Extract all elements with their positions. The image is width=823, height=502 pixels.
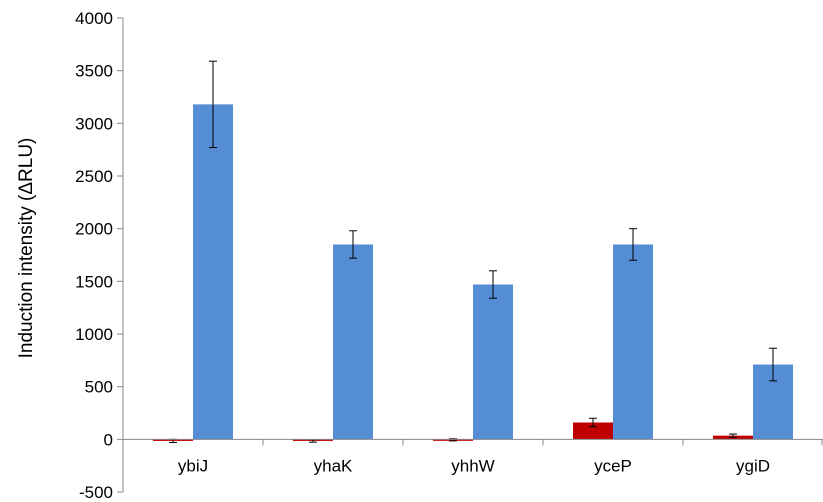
- y-tick-label: 1500: [75, 272, 113, 291]
- y-tick-label: 3500: [75, 62, 113, 81]
- y-tick-label: 0: [104, 430, 113, 449]
- y-tick-label: 500: [85, 378, 113, 397]
- plot-area: [153, 60, 793, 443]
- y-tick-label: -500: [79, 483, 113, 502]
- y-axis: -500 0 500 1000 1500 2000 2500 3000 3500 4000: [75, 9, 124, 502]
- bar-blue: [333, 244, 373, 440]
- x-axis: ybiJ yhaK yhhW yceP ygiD: [122, 438, 823, 475]
- bar-blue: [193, 104, 233, 440]
- x-tick-label: ygiD: [736, 456, 770, 475]
- y-tick-label: 1000: [75, 325, 113, 344]
- y-tick-label: 4000: [75, 9, 113, 28]
- x-tick-label: yhhW: [451, 456, 494, 475]
- x-tick-label: ybiJ: [178, 456, 208, 475]
- y-axis-title: Induction intensity (ΔRLU): [16, 138, 37, 359]
- y-tick-label: 2000: [75, 220, 113, 239]
- y-tick-label: 2500: [75, 167, 113, 186]
- bar-red: [573, 422, 613, 440]
- bar-blue: [473, 284, 513, 440]
- bar-blue: [613, 244, 653, 440]
- y-tick-label: 3000: [75, 114, 113, 133]
- x-tick-label: yhaK: [314, 456, 353, 475]
- x-tick-label: yceP: [594, 456, 632, 475]
